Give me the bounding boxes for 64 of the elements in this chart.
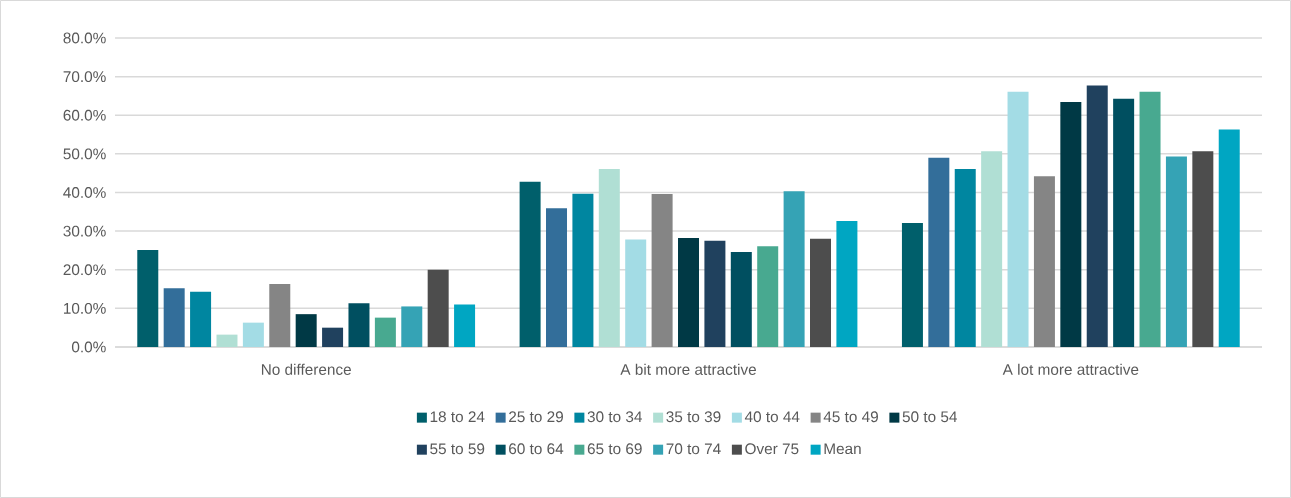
x-tick-label: A bit more attractive bbox=[620, 363, 756, 375]
bar bbox=[348, 303, 370, 347]
bar bbox=[242, 322, 264, 347]
bar bbox=[1192, 151, 1214, 347]
legend-label: Over 75 bbox=[745, 443, 799, 455]
legend-label: 65 to 69 bbox=[587, 443, 642, 455]
bar bbox=[1060, 102, 1082, 347]
y-tick-label: 50.0% bbox=[63, 148, 106, 160]
bar bbox=[901, 223, 923, 347]
bar bbox=[374, 317, 396, 347]
bar bbox=[454, 304, 476, 347]
bar bbox=[137, 250, 159, 347]
bar bbox=[651, 194, 673, 347]
y-tick-label: 80.0% bbox=[63, 32, 106, 44]
legend-label: 70 to 74 bbox=[666, 443, 721, 455]
y-tick-label: 40.0% bbox=[63, 187, 106, 198]
bar bbox=[954, 168, 976, 347]
bar bbox=[730, 251, 752, 347]
bar bbox=[190, 291, 212, 347]
bar bbox=[1033, 176, 1055, 347]
bar bbox=[598, 168, 620, 347]
legend-label: 50 to 54 bbox=[902, 411, 957, 423]
bar bbox=[1165, 156, 1187, 347]
bar bbox=[704, 240, 726, 347]
bar bbox=[928, 157, 950, 347]
bar bbox=[572, 193, 594, 347]
legend-label: 18 to 24 bbox=[430, 411, 485, 423]
y-tick-label: 70.0% bbox=[63, 71, 106, 83]
legend-label: 25 to 29 bbox=[509, 411, 563, 423]
y-tick-label: 30.0% bbox=[63, 225, 106, 237]
bar bbox=[519, 181, 541, 347]
y-tick-label: 0.0% bbox=[71, 341, 106, 353]
bar bbox=[757, 246, 779, 347]
bar bbox=[1218, 129, 1240, 347]
legend-label: 55 to 59 bbox=[430, 443, 485, 455]
bar bbox=[810, 238, 831, 347]
legend-label: Mean bbox=[824, 443, 861, 455]
y-tick-label: 60.0% bbox=[63, 109, 106, 121]
x-tick-label: No difference bbox=[261, 363, 351, 375]
bar bbox=[1007, 91, 1029, 347]
bar bbox=[1113, 98, 1135, 347]
legend-label: 60 to 64 bbox=[509, 443, 564, 455]
x-tick-label: A lot more attractive bbox=[1002, 363, 1139, 375]
bar bbox=[427, 269, 449, 347]
bar bbox=[981, 151, 1003, 347]
bar bbox=[163, 288, 185, 347]
legend-label: 30 to 34 bbox=[587, 411, 642, 423]
bar bbox=[836, 221, 858, 347]
bar bbox=[269, 284, 291, 347]
bar bbox=[546, 208, 568, 347]
bar bbox=[1139, 91, 1161, 347]
legend-label: 45 to 49 bbox=[823, 411, 878, 423]
bar bbox=[625, 239, 647, 347]
y-tick-label: 20.0% bbox=[63, 264, 106, 276]
legend-label: 40 to 44 bbox=[744, 411, 800, 423]
bar bbox=[322, 327, 344, 347]
y-tick-label: 10.0% bbox=[64, 302, 106, 314]
bar bbox=[678, 238, 700, 347]
bar bbox=[783, 191, 805, 347]
bar bbox=[216, 334, 238, 347]
bar bbox=[295, 314, 317, 347]
bar bbox=[1086, 85, 1108, 347]
legend-label: 35 to 39 bbox=[666, 411, 721, 423]
bar bbox=[401, 306, 423, 347]
